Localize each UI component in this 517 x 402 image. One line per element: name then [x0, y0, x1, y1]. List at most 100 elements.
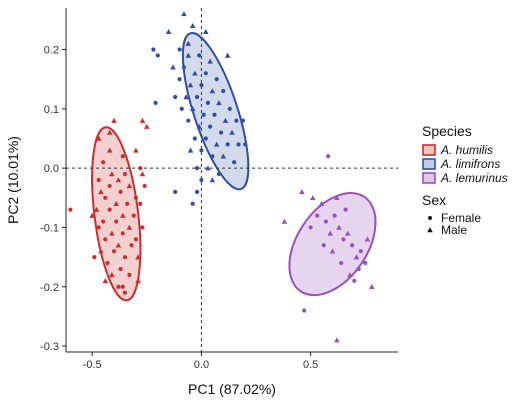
point-a-humilis-male: [111, 117, 117, 123]
point-a-humilis-male: [126, 183, 133, 189]
point-a-limifrons-male: [187, 147, 194, 153]
legend-label-a-limifrons: A. limifrons: [440, 157, 500, 171]
point-a-limifrons-male: [209, 88, 216, 94]
point-a-limifrons-female: [216, 171, 221, 177]
point-a-limifrons-female: [151, 47, 156, 52]
point-a-limifrons-female: [221, 88, 226, 94]
ellipse-layer: [91, 32, 377, 302]
point-a-humilis-female: [120, 284, 125, 289]
point-a-limifrons-male: [209, 177, 216, 183]
point-a-humilis-male: [109, 230, 115, 236]
point-a-limifrons-female: [199, 83, 204, 88]
legend-key-a-humilis: [422, 144, 436, 156]
point-a-limifrons-female: [243, 142, 248, 147]
point-a-humilis-female: [92, 255, 97, 260]
point-a-humilis-female: [103, 237, 108, 242]
point-a-limifrons-female: [203, 71, 208, 76]
point-a-humilis-male: [95, 135, 102, 141]
point-a-humilis-female: [140, 225, 145, 230]
point-a-lemurinus-female: [343, 207, 348, 212]
point-a-limifrons-female: [199, 148, 204, 153]
point-a-lemurinus-female: [323, 219, 329, 224]
point-a-limifrons-female: [227, 106, 232, 111]
point-a-lemurinus-male: [318, 200, 325, 206]
point-a-humilis-male: [98, 189, 104, 195]
point-a-limifrons-male: [220, 153, 227, 159]
point-a-lemurinus-male: [329, 248, 336, 254]
point-a-limifrons-female: [194, 166, 200, 171]
point-a-humilis-male: [98, 248, 104, 254]
point-a-humilis-male: [135, 278, 141, 284]
x-tick-label: -0.5: [83, 359, 102, 371]
tick-layer: -0.5 0.0 0.5 -0.3 -0.2 -0.1 0.0 0.1 0.2: [40, 45, 318, 371]
point-a-humilis-male: [119, 212, 126, 218]
point-a-lemurinus-male: [310, 194, 316, 201]
point-layer: [68, 11, 375, 343]
x-tick-label: 0.0: [194, 359, 209, 371]
point-a-humilis-male: [109, 171, 115, 177]
legend-female-key: [428, 216, 432, 220]
point-a-limifrons-male: [189, 22, 196, 29]
point-a-lemurinus-male: [334, 337, 340, 343]
point-a-limifrons-female: [190, 201, 195, 206]
point-a-limifrons-female: [192, 136, 197, 141]
point-a-limifrons-female: [208, 124, 213, 129]
point-a-humilis-female: [129, 243, 134, 248]
point-a-humilis-female: [107, 183, 112, 189]
point-a-lemurinus-male: [336, 224, 342, 230]
point-a-humilis-female: [122, 171, 128, 177]
y-tick-label: -0.3: [40, 341, 59, 353]
point-a-limifrons-female: [225, 142, 230, 147]
point-a-limifrons-female: [173, 94, 178, 100]
point-a-limifrons-male: [229, 129, 235, 135]
legend-label-female: Female: [441, 211, 481, 225]
point-a-humilis-female: [118, 189, 123, 194]
point-a-lemurinus-female: [350, 243, 355, 248]
point-a-limifrons-male: [165, 28, 172, 34]
point-a-limifrons-female: [232, 160, 237, 165]
point-a-limifrons-male: [185, 52, 192, 58]
legend-label-a-humilis: A. humilis: [440, 143, 493, 157]
point-a-limifrons-male: [202, 28, 209, 34]
point-a-limifrons-female: [179, 106, 184, 111]
point-a-lemurinus-female: [363, 260, 368, 266]
point-a-limifrons-male: [196, 123, 203, 129]
point-a-humilis-male: [115, 177, 122, 183]
point-a-lemurinus-female: [352, 278, 357, 283]
x-axis-title: PC1 (87.02%): [188, 381, 276, 397]
y-tick-label: -0.1: [40, 222, 59, 234]
point-a-limifrons-female: [203, 136, 208, 141]
point-a-limifrons-female: [201, 112, 206, 117]
point-a-limifrons-male: [170, 64, 176, 70]
point-a-limifrons-male: [222, 117, 229, 123]
point-a-limifrons-female: [210, 154, 215, 159]
point-a-limifrons-female: [173, 189, 178, 194]
point-a-limifrons-male: [187, 82, 194, 88]
point-a-limifrons-female: [218, 130, 224, 135]
point-a-limifrons-female: [181, 65, 187, 70]
point-a-humilis-female: [101, 219, 106, 224]
point-a-humilis-male: [106, 147, 113, 153]
point-a-limifrons-male: [205, 165, 211, 171]
point-a-humilis-female: [127, 272, 132, 277]
ellipse-a-humilis: [91, 126, 142, 302]
point-a-limifrons-female: [205, 100, 211, 105]
point-a-humilis-female: [101, 160, 106, 165]
y-tick-label: -0.2: [40, 282, 59, 294]
axes: [65, 8, 398, 353]
point-a-lemurinus-male: [334, 194, 340, 201]
legend-sex-title: Sex: [422, 192, 446, 208]
point-a-lemurinus-female: [301, 308, 307, 313]
point-a-humilis-female: [125, 201, 130, 206]
point-a-lemurinus-male: [364, 236, 371, 242]
point-a-humilis-female: [107, 207, 112, 212]
legend-key-a-lemurinus: [422, 172, 436, 184]
point-a-limifrons-female: [240, 118, 246, 123]
point-a-limifrons-female: [212, 112, 217, 117]
point-a-limifrons-female: [194, 94, 200, 100]
point-a-humilis-female: [114, 219, 119, 224]
point-a-humilis-female: [118, 266, 123, 272]
